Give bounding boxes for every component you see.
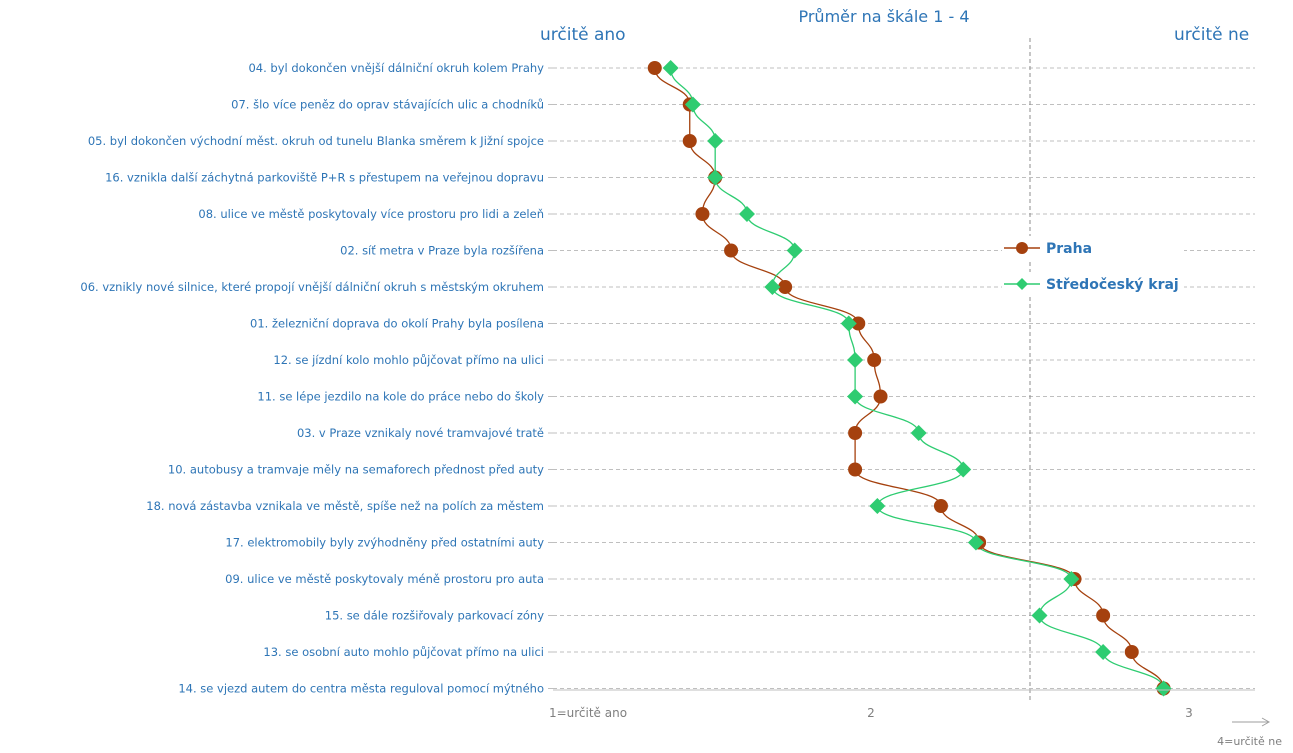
point-praha: [873, 389, 888, 404]
point-stredocesky-kraj: [847, 388, 864, 405]
point-stredocesky-kraj: [738, 206, 755, 222]
legend-item-praha: Praha: [1002, 236, 1184, 260]
legend-label: Středočeský kraj: [1046, 277, 1179, 293]
x-axis: 1=určitě ano 2 3: [549, 689, 1255, 720]
category-label: 16. vznikla další záchytná parkoviště P+…: [105, 171, 544, 185]
x-tick-label: 3: [1185, 706, 1193, 720]
point-stredocesky-kraj: [840, 315, 857, 332]
point-stredocesky-kraj: [707, 169, 724, 186]
point-stredocesky-kraj: [662, 60, 679, 76]
point-stredocesky-kraj: [1095, 644, 1112, 660]
point-stredocesky-kraj: [869, 498, 886, 514]
series-line-stredocesky-kraj: [670, 67, 1165, 689]
category-label: 17. elektromobily byly zvýhodněny před o…: [225, 536, 544, 550]
category-label: 08. ulice ve městě poskytovaly více pros…: [198, 207, 544, 221]
point-praha: [682, 134, 697, 148]
point-praha: [1124, 645, 1139, 659]
category-label: 07. šlo více peněz do oprav stávajících …: [231, 98, 544, 112]
point-praha: [848, 426, 863, 440]
category-label: 03. v Praze vznikaly nové tramvajové tra…: [297, 426, 544, 440]
point-stredocesky-kraj: [707, 133, 724, 149]
category-label: 01. železniční doprava do okolí Prahy by…: [250, 317, 544, 331]
point-stredocesky-kraj: [967, 534, 984, 551]
gridlines: [548, 38, 1255, 700]
point-stredocesky-kraj: [764, 279, 781, 295]
category-label: 06. vznikly nové silnice, které propojí …: [80, 280, 544, 294]
series-line-praha: [654, 67, 1165, 689]
point-stredocesky-kraj: [1063, 571, 1080, 587]
category-label: 15. se dále rozšiřovaly parkovací zóny: [325, 609, 544, 623]
legend-marker: [1016, 278, 1028, 290]
point-praha: [724, 243, 739, 258]
point-praha: [848, 462, 863, 477]
point-praha: [647, 61, 662, 75]
point-praha: [867, 353, 882, 367]
category-label: 13. se osobní auto mohlo půjčovat přímo …: [263, 645, 544, 659]
category-label: 11. se lépe jezdilo na kole do práce neb…: [257, 390, 544, 404]
category-label: 04. byl dokončen vnější dálniční okruh k…: [248, 61, 544, 75]
point-praha: [851, 316, 866, 331]
category-label: 18. nová zástavba vznikala ve městě, spí…: [146, 499, 544, 513]
category-label: 10. autobusy a tramvaje měly na semafore…: [168, 463, 544, 477]
series-layer: [647, 60, 1172, 697]
category-label: 09. ulice ve městě poskytovaly méně pros…: [225, 572, 544, 586]
point-praha: [933, 499, 948, 513]
category-labels: 04. byl dokončen vnější dálniční okruh k…: [80, 61, 544, 696]
legend: Praha Středočeský kraj: [1002, 236, 1184, 296]
right-scale-label: určitě ne: [1174, 25, 1249, 45]
point-praha: [778, 280, 793, 294]
category-label: 02. síť metra v Praze byla rozšířena: [340, 244, 544, 258]
chart-title: Průměr na škále 1 - 4: [798, 7, 969, 26]
point-praha: [695, 207, 710, 221]
x-axis-note: 4=určitě ne: [1217, 735, 1282, 748]
point-stredocesky-kraj: [684, 96, 701, 113]
left-scale-label: určitě ano: [540, 25, 626, 45]
axis-arrow-head-icon: [1261, 717, 1271, 727]
x-tick-label: 2: [867, 706, 875, 720]
x-tick-label: 1=určitě ano: [549, 706, 627, 720]
point-stredocesky-kraj: [1155, 680, 1172, 697]
point-stredocesky-kraj: [847, 352, 864, 368]
point-stredocesky-kraj: [955, 461, 972, 478]
point-stredocesky-kraj: [1031, 607, 1048, 624]
point-praha: [1096, 608, 1111, 623]
point-stredocesky-kraj: [786, 242, 803, 259]
category-label: 14. se vjezd autem do centra města regul…: [178, 682, 544, 696]
legend-label: Praha: [1046, 241, 1092, 257]
point-stredocesky-kraj: [910, 425, 927, 441]
legend-marker: [1016, 242, 1028, 254]
legend-item-stredocesky-kraj: Středočeský kraj: [1002, 272, 1184, 296]
category-label: 05. byl dokončen východní měst. okruh od…: [88, 134, 544, 148]
category-label: 12. se jízdní kolo mohlo půjčovat přímo …: [273, 353, 544, 367]
